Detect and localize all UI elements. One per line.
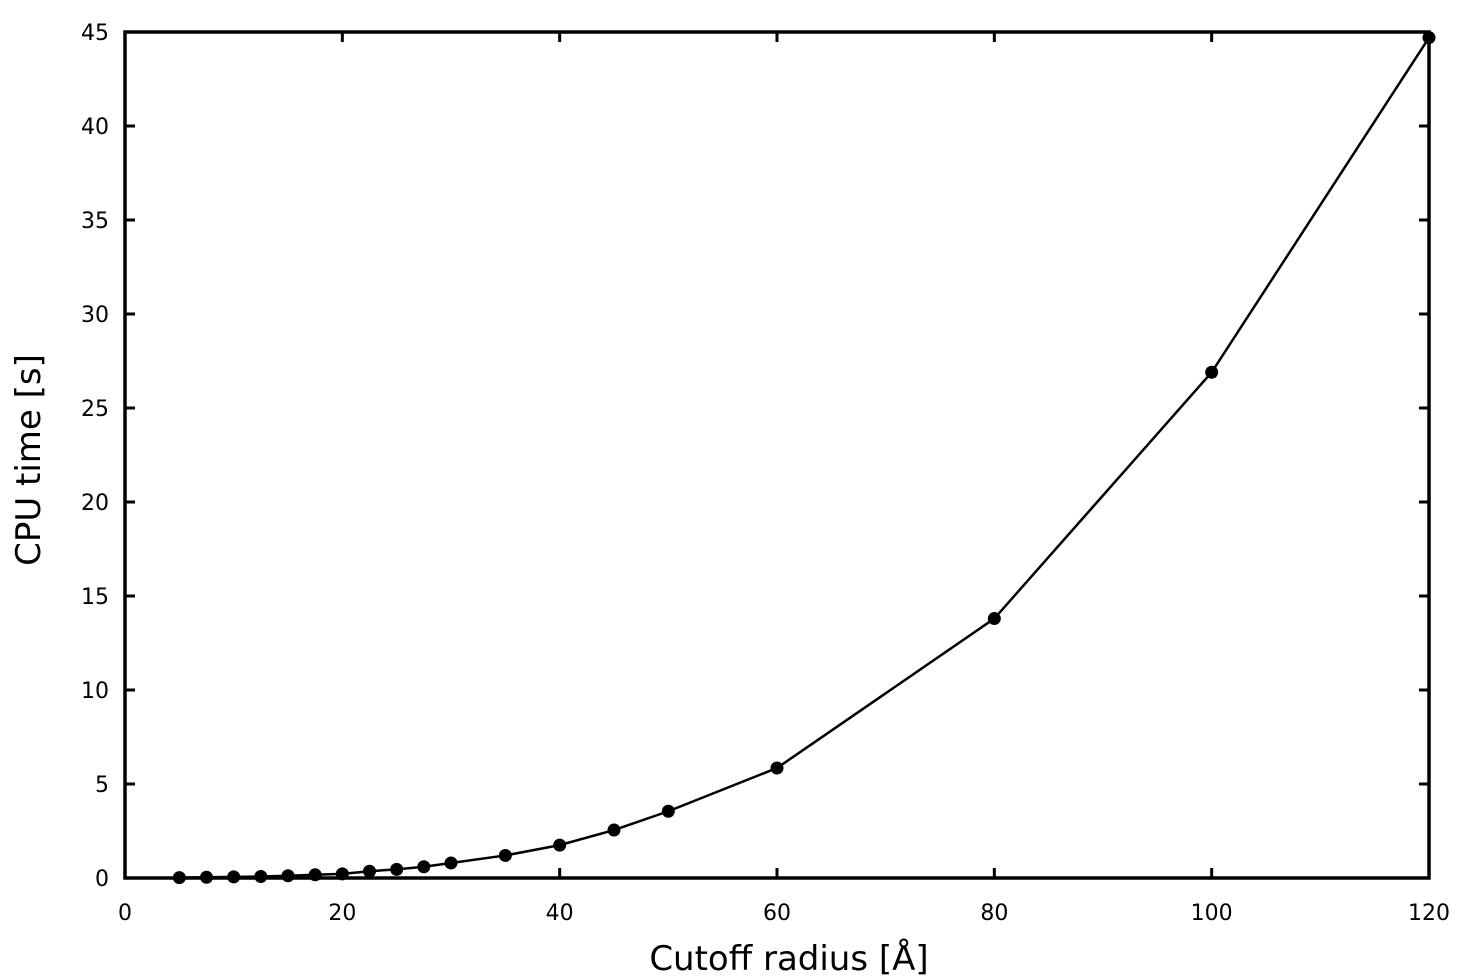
y-axis-title: CPU time [s] [9, 354, 49, 566]
y-tick-label: 45 [81, 21, 109, 46]
data-point [661, 804, 675, 818]
data-point [498, 848, 512, 862]
plot-frame [123, 30, 1431, 880]
data-point [987, 612, 1001, 626]
x-tick-label: 80 [980, 901, 1008, 926]
y-tick-label: 35 [81, 209, 109, 234]
series-layer [172, 31, 1436, 885]
y-tick-label: 40 [81, 115, 109, 140]
x-tick-label: 60 [763, 901, 791, 926]
x-axis-title: Cutoff radius [Å] [649, 938, 928, 979]
data-point [417, 860, 431, 874]
y-tick-label: 10 [81, 679, 109, 704]
axis-tick-labels: 0 20 40 60 80 100 120 0 5 10 15 20 25 30 35 40 45 [81, 21, 1450, 926]
data-point [607, 823, 621, 837]
y-tick-label: 15 [81, 585, 109, 610]
x-tick-label: 0 [118, 901, 132, 926]
x-tick-label: 20 [328, 901, 356, 926]
series-line [179, 36, 1431, 879]
axis-ticks [123, 30, 1431, 880]
data-point [363, 864, 376, 878]
y-tick-label: 30 [81, 303, 109, 328]
y-tick-label: 20 [81, 491, 109, 516]
x-tick-label: 100 [1191, 901, 1233, 926]
data-point [390, 862, 404, 876]
data-point [770, 761, 784, 775]
x-tick-label: 40 [546, 901, 574, 926]
data-point [281, 869, 295, 883]
data-point [1205, 365, 1219, 379]
data-point [553, 838, 567, 852]
x-tick-label: 120 [1408, 901, 1450, 926]
y-tick-label: 0 [95, 867, 109, 892]
y-tick-label: 5 [95, 773, 109, 798]
y-tick-label: 25 [81, 397, 109, 422]
data-point [444, 856, 458, 870]
